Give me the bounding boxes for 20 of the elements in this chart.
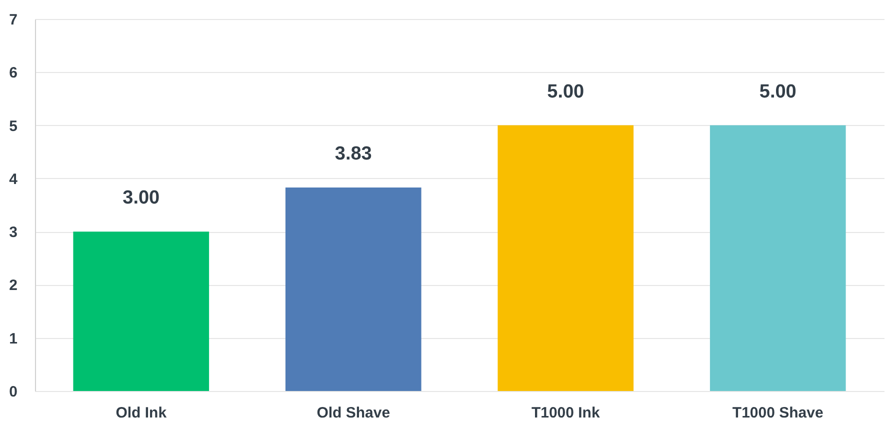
y-tick-label: 2 bbox=[9, 277, 18, 294]
y-tick-label: 1 bbox=[9, 330, 18, 348]
data-label: 3.83 bbox=[334, 143, 372, 164]
y-tick-label: 3 bbox=[9, 224, 18, 242]
y-tick-label: 6 bbox=[9, 64, 18, 82]
data-label: 5.00 bbox=[547, 81, 584, 102]
x-tick-label: T1000 Shave bbox=[732, 404, 824, 422]
data-label: 3.00 bbox=[122, 188, 160, 209]
bar bbox=[285, 187, 422, 391]
y-tick-label: 0 bbox=[9, 384, 18, 400]
x-tick-label: Old Shave bbox=[316, 404, 390, 422]
bar bbox=[710, 125, 846, 391]
y-tick-label: 5 bbox=[9, 118, 18, 135]
data-label: 5.00 bbox=[759, 81, 796, 102]
y-tick-label: 4 bbox=[9, 170, 18, 188]
x-tick-label: Old Ink bbox=[116, 404, 168, 422]
y-tick-label: 7 bbox=[9, 12, 18, 28]
bar bbox=[498, 125, 634, 391]
bar bbox=[73, 232, 210, 391]
x-tick-label: T1000 Ink bbox=[531, 404, 600, 422]
